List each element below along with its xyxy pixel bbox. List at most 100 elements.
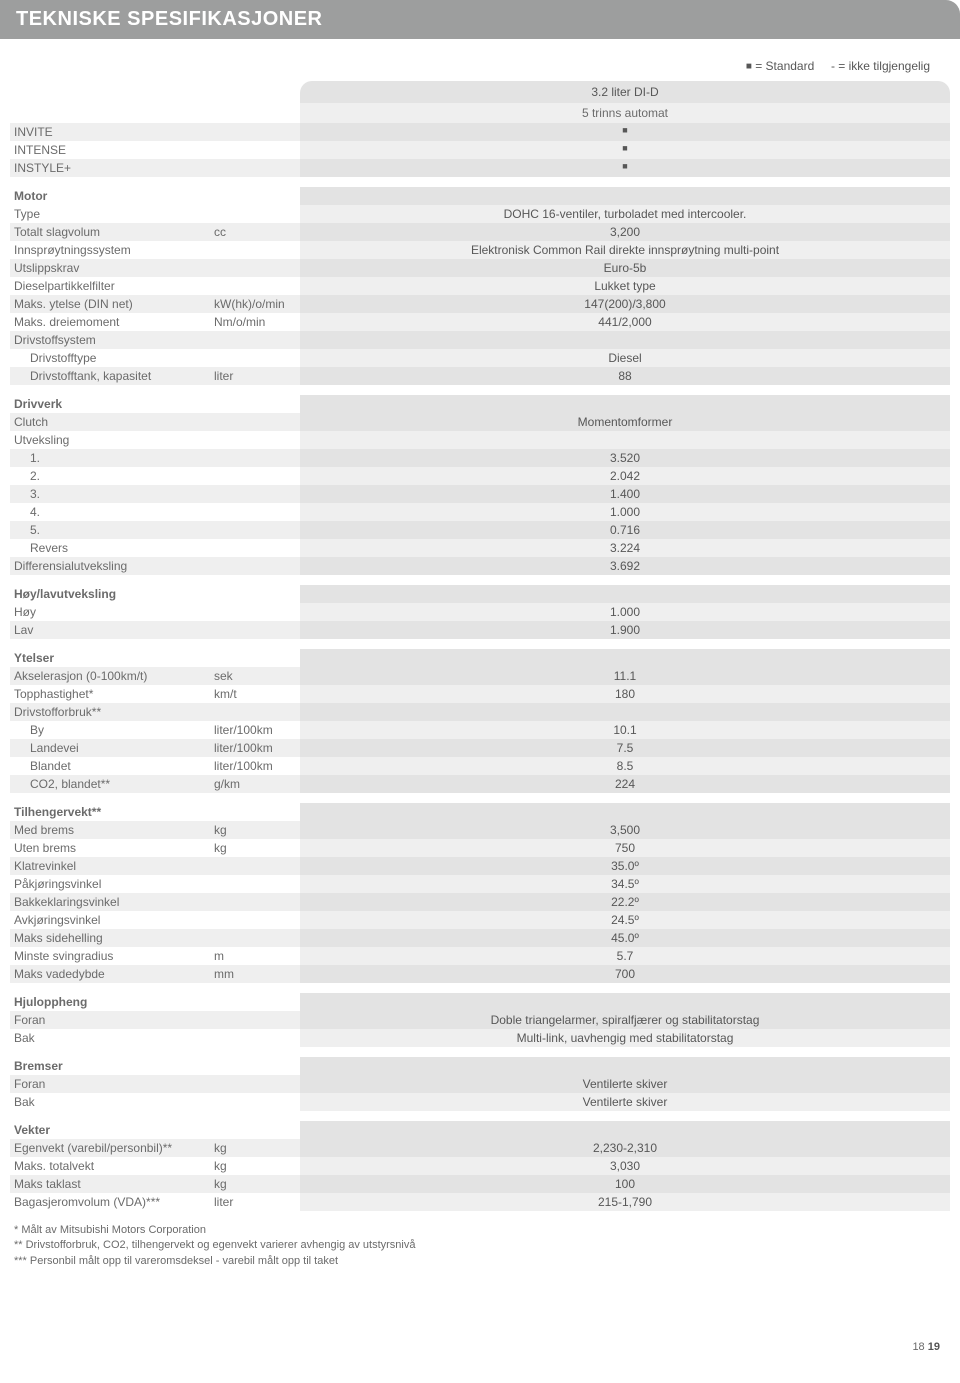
- standard-text: = Standard: [752, 59, 814, 73]
- row-unit: kg: [210, 1139, 300, 1157]
- legend: ■ = Standard - = ikke tilgjengelig: [0, 39, 960, 81]
- section-label: Tilhengervekt**: [10, 803, 210, 821]
- table-row: Drivstofforbruk**: [10, 703, 950, 721]
- row-label: Drivstofftank, kapasitet: [10, 367, 210, 385]
- row-label: Utveksling: [10, 431, 210, 449]
- table-row: Blandetliter/100km8.5: [10, 757, 950, 775]
- table-row: 4.1.000: [10, 503, 950, 521]
- table-row: 1.3.520: [10, 449, 950, 467]
- page-left: 18: [912, 1341, 924, 1353]
- table-row: 3. 1.400: [10, 485, 950, 503]
- row-value: 1.000: [300, 503, 950, 521]
- row-label: 5.: [10, 521, 210, 539]
- table-row: CO2, blandet**g/km224: [10, 775, 950, 793]
- column-title-row: 3.2 liter DI-D: [10, 81, 950, 103]
- row-value: 88: [300, 367, 950, 385]
- row-label: Foran: [10, 1011, 210, 1029]
- table-row: Lav1.900: [10, 621, 950, 639]
- row-value: 7.5: [300, 739, 950, 757]
- row-value: Elektronisk Common Rail direkte innsprøy…: [300, 241, 950, 259]
- footnote-2: ** Drivstofforbruk, CO2, tilhengervekt o…: [14, 1238, 946, 1253]
- spec-table: 3.2 liter DI-D 5 trinns automat INVITE ■…: [0, 81, 960, 1211]
- row-value: 2.042: [300, 467, 950, 485]
- row-label: Differensialutveksling: [10, 557, 210, 575]
- trim-label: INTENSE: [10, 141, 210, 159]
- section-motor: Motor: [10, 187, 950, 205]
- row-label: Maks. dreiemoment: [10, 313, 210, 331]
- row-label: Drivstofforbruk**: [10, 703, 210, 721]
- row-label: Drivstoffsystem: [10, 331, 210, 349]
- row-value: 180: [300, 685, 950, 703]
- row-value: 2,230-2,310: [300, 1139, 950, 1157]
- section-label: Høy/lavutveksling: [10, 585, 210, 603]
- page-right: 19: [928, 1341, 940, 1353]
- table-row: UtslippskravEuro-5b: [10, 259, 950, 277]
- row-unit: liter/100km: [210, 757, 300, 775]
- row-label: Foran: [10, 1075, 210, 1093]
- row-value: 1.900: [300, 621, 950, 639]
- row-value: 224: [300, 775, 950, 793]
- trim-label: INVITE: [10, 123, 210, 141]
- row-label: Dieselpartikkelfilter: [10, 277, 210, 295]
- row-value: 0.716: [300, 521, 950, 539]
- spec-page: TEKNISKE SPESIFIKASJONER ■ = Standard - …: [0, 0, 960, 1383]
- row-label: Totalt slagvolum: [10, 223, 210, 241]
- row-value: Multi-link, uavhengig med stabilitatorst…: [300, 1029, 950, 1047]
- row-value: Ventilerte skiver: [300, 1093, 950, 1111]
- page-number: 18 19: [0, 1281, 960, 1363]
- section-tilhenger: Tilhengervekt**: [10, 803, 950, 821]
- row-value: 24.5º: [300, 911, 950, 929]
- table-row: ClutchMomentomformer: [10, 413, 950, 431]
- row-label: Type: [10, 205, 210, 223]
- table-row: Differensialutveksling3.692: [10, 557, 950, 575]
- row-unit: kg: [210, 839, 300, 857]
- table-row: Revers3.224: [10, 539, 950, 557]
- row-label: Uten brems: [10, 839, 210, 857]
- row-label: Bakkeklaringsvinkel: [10, 893, 210, 911]
- row-label: Egenvekt (varebil/personbil)**: [10, 1139, 210, 1157]
- footnotes: * Målt av Mitsubishi Motors Corporation …: [0, 1211, 960, 1281]
- row-value: Doble triangelarmer, spiralfjærer og sta…: [300, 1011, 950, 1029]
- table-row: BakMulti-link, uavhengig med stabilitato…: [10, 1029, 950, 1047]
- row-unit: liter: [210, 367, 300, 385]
- column-subtitle-row: 5 trinns automat: [10, 103, 950, 123]
- footnote-1: * Målt av Mitsubishi Motors Corporation: [14, 1223, 946, 1238]
- row-label: Maks sidehelling: [10, 929, 210, 947]
- section-label: Ytelser: [10, 649, 210, 667]
- row-unit: m: [210, 947, 300, 965]
- row-value: 3,500: [300, 821, 950, 839]
- table-row: Egenvekt (varebil/personbil)**kg2,230-2,…: [10, 1139, 950, 1157]
- row-label: Bak: [10, 1093, 210, 1111]
- table-row: Maks. totalvektkg3,030: [10, 1157, 950, 1175]
- table-row: 5. 0.716: [10, 521, 950, 539]
- row-value: 3,200: [300, 223, 950, 241]
- standard-symbol: ■: [746, 61, 752, 72]
- table-row: DrivstofftypeDiesel: [10, 349, 950, 367]
- table-row: Minste svingradiusm5.7: [10, 947, 950, 965]
- section-bremser: Bremser: [10, 1057, 950, 1075]
- trim-row-invite: INVITE ■: [10, 123, 950, 141]
- row-value: 11.1: [300, 667, 950, 685]
- table-row: Maks taklastkg100: [10, 1175, 950, 1193]
- row-label: Maks taklast: [10, 1175, 210, 1193]
- row-value: 1.400: [300, 485, 950, 503]
- row-value: 35.0º: [300, 857, 950, 875]
- table-row: Landeveiliter/100km7.5: [10, 739, 950, 757]
- row-label: 3.: [10, 485, 210, 503]
- row-value: 100: [300, 1175, 950, 1193]
- trim-row-instyle: INSTYLE+ ■: [10, 159, 950, 177]
- row-unit: liter/100km: [210, 721, 300, 739]
- table-row: Bagasjeromvolum (VDA)***liter215-1,790: [10, 1193, 950, 1211]
- row-label: Topphastighet*: [10, 685, 210, 703]
- section-label: Vekter: [10, 1121, 210, 1139]
- row-label: Landevei: [10, 739, 210, 757]
- table-row: Akselerasjon (0-100km/t)sek11.1: [10, 667, 950, 685]
- trim-row-intense: INTENSE ■: [10, 141, 950, 159]
- row-value: Euro-5b: [300, 259, 950, 277]
- row-value: Diesel: [300, 349, 950, 367]
- row-value: 3,030: [300, 1157, 950, 1175]
- row-value: 3.520: [300, 449, 950, 467]
- row-label: Minste svingradius: [10, 947, 210, 965]
- table-row: Bak Ventilerte skiver: [10, 1093, 950, 1111]
- table-row: ForanVentilerte skiver: [10, 1075, 950, 1093]
